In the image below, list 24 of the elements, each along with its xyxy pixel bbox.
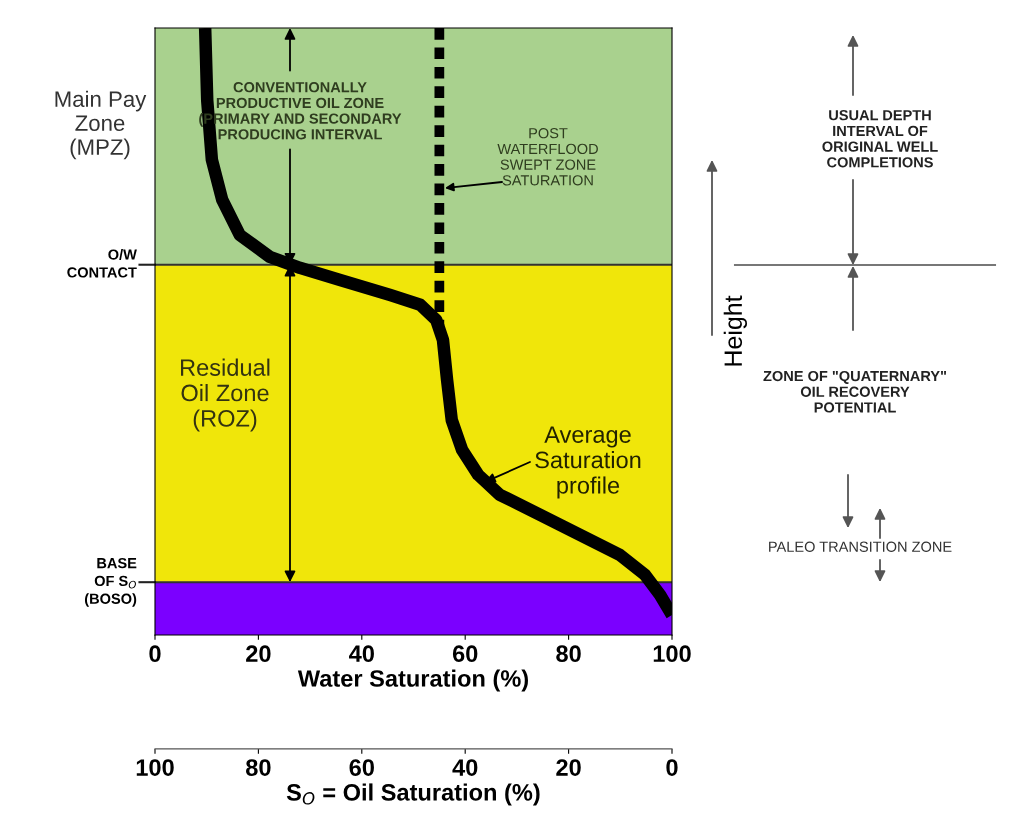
text: ZONE OF "QUATERNARY" OIL RECOVERY POTENTIAL: [763, 370, 947, 413]
x2-tick-label: 100: [136, 759, 174, 776]
x-tick-label: 60: [452, 645, 478, 663]
x2-axis-title: S$_{O}$ = Oil Saturation (%): [286, 783, 540, 806]
ref-line-label: O/W CONTACT: [67, 249, 137, 278]
x2-tick-label: 40: [452, 759, 478, 776]
y-axis-title: Height: [723, 295, 747, 366]
annotation: Residual Oil Zone (ROZ): [181, 358, 270, 432]
x-tick-label: 100: [653, 645, 691, 663]
ref-line-label: BASE OF S$_{O}$ (BOSO): [84, 557, 137, 607]
x-axis-title: Water Saturation (%): [297, 669, 528, 692]
annotation: POST WATERFLOOD SWEPT ZONE SATURATION: [497, 128, 598, 186]
x2-tick-label: 0: [666, 759, 678, 776]
x2-tick-label: 60: [349, 759, 374, 776]
annotation: Average Saturation profile: [535, 426, 641, 499]
x-tick-label: 80: [556, 645, 581, 663]
x2-tick-label: 80: [246, 759, 271, 776]
x-tick-label: 0: [149, 645, 161, 663]
x-tick-label: 40: [349, 645, 374, 663]
x2-tick-label: 20: [556, 759, 581, 776]
text: USUAL DEPTH INTERVAL OF ORIGINAL WELL COMPLETIONS: [822, 110, 938, 168]
x-tick-label: 20: [246, 645, 271, 663]
text: PALEO TRANSITION ZONE: [769, 541, 952, 552]
text: Main Pay Zone (MPZ): [55, 90, 147, 160]
